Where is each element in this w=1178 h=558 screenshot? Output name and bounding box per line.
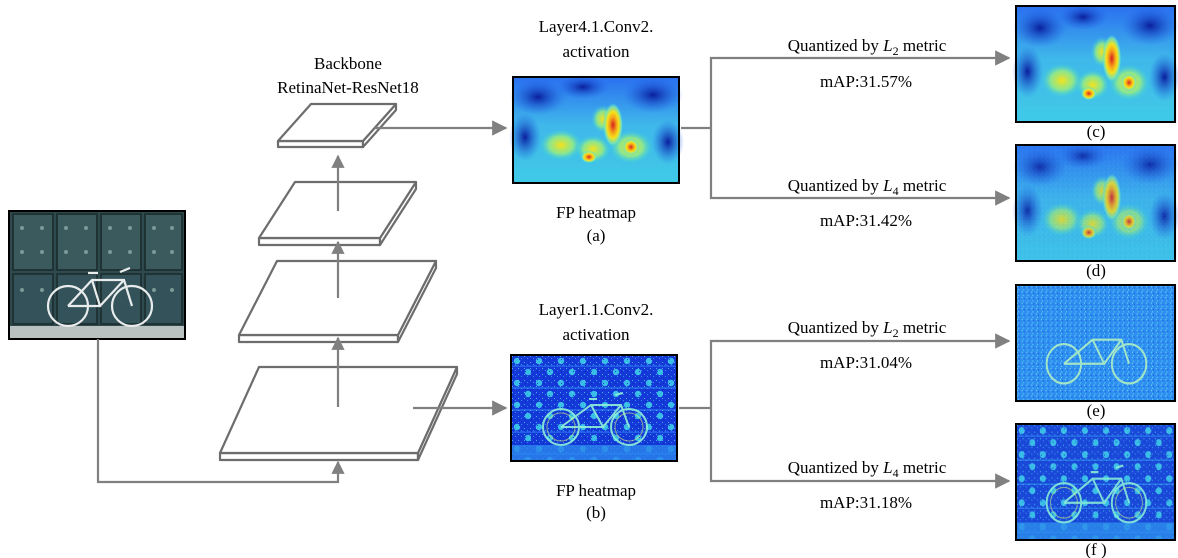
backbone-title-line1: Backbone (314, 54, 382, 73)
quantize-label-d: Quantized by L4 metric (788, 176, 947, 198)
heatmap-e (1016, 285, 1175, 401)
arrow-a-to-c (711, 58, 1009, 128)
door-panels (13, 214, 182, 324)
backbone-title-line2: RetinaNet-ResNet18 (277, 78, 419, 97)
layer-block-4 (278, 104, 396, 147)
heatmap-d-tag: (d) (1086, 261, 1106, 280)
heatmap-a-caption: FP heatmap (556, 203, 636, 222)
shallow-layer-label-line1: Layer1.1.Conv2. (539, 300, 654, 319)
heatmap-c (1012, 4, 1178, 122)
heatmap-d (1012, 143, 1178, 261)
heatmap-f (1016, 424, 1175, 540)
map-label-d: mAP:31.42% (820, 211, 912, 230)
arrow-b-to-e (711, 341, 1009, 408)
heatmap-b-caption: FP heatmap (556, 481, 636, 500)
deep-layer-label-line2: activation (562, 42, 630, 61)
map-label-f: mAP:31.18% (820, 493, 912, 512)
heatmap-f-tag: (f ) (1085, 540, 1106, 558)
heatmap-c-tag: (c) (1087, 122, 1106, 141)
map-label-e: mAP:31.04% (820, 353, 912, 372)
quantize-label-e: Quantized by L2 metric (788, 318, 947, 340)
quantize-label-c: Quantized by L2 metric (788, 36, 947, 58)
quantize-label-f: Quantized by L4 metric (788, 458, 947, 480)
heatmap-b-tag: (b) (586, 503, 606, 522)
heatmap-e-tag: (e) (1087, 401, 1106, 420)
shallow-layer-label-line2: activation (562, 325, 630, 344)
heatmap-a-tag: (a) (587, 226, 606, 245)
input-photo (9, 211, 185, 339)
deep-layer-label-line1: Layer4.1.Conv2. (539, 17, 654, 36)
map-label-c: mAP:31.57% (820, 72, 912, 91)
heatmap-a (509, 75, 684, 183)
heatmap-b (511, 355, 677, 461)
